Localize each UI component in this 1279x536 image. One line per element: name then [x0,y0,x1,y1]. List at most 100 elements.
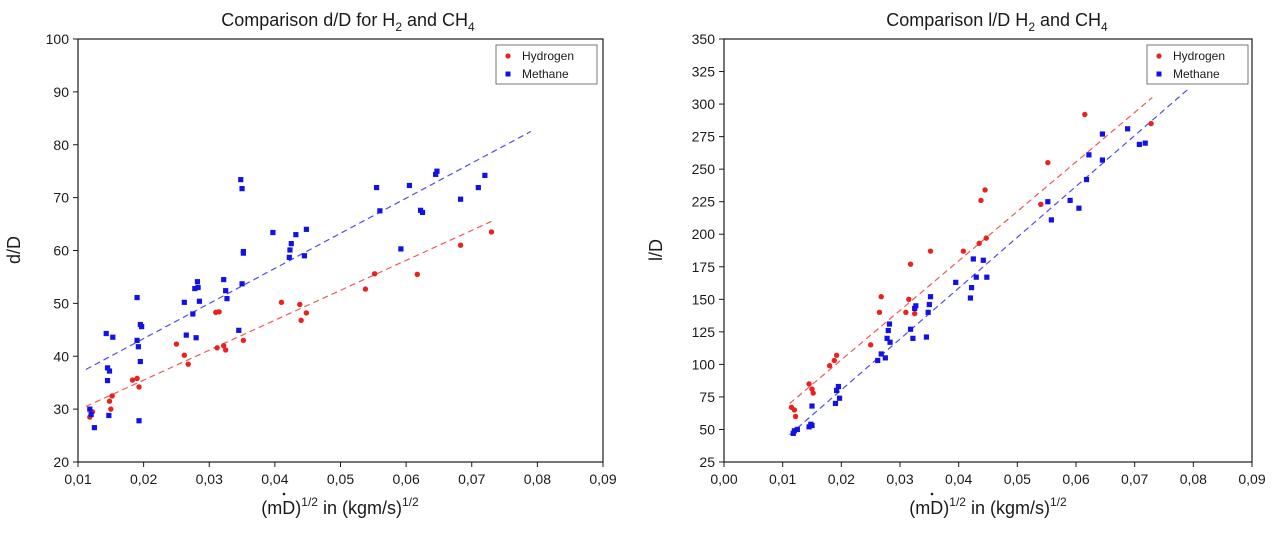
data-point-methane [194,279,201,285]
data-point-methane [1067,197,1073,203]
x-tick-label: 0,05 [327,471,354,487]
y-tick-label: 25 [699,454,715,470]
y-tick-label: 60 [53,243,69,259]
x-tick-label: 0,04 [945,471,972,487]
data-point-methane [809,403,815,409]
data-point-methane [1142,140,1148,146]
data-point-hydrogen [106,398,113,404]
chart-right-y-ticks: 25 50 75 100 125 150 175 200 225 250 275 300 325 350 [692,31,724,470]
data-point-methane [984,274,990,280]
y-tick-label: 50 [53,295,69,311]
data-point-methane [832,400,839,407]
trendline-methane [789,89,1188,436]
data-point-hydrogen [457,242,464,248]
data-point-hydrogen [222,347,229,353]
data-point-methane [135,344,141,350]
data-point-methane [836,395,843,401]
data-point-methane [87,406,93,412]
data-point-methane [181,299,187,305]
chart-left-x-axis-label: (mD)1/2 in (kgm/s)1/2 [261,495,419,518]
m-dot-overdot [930,492,934,496]
data-point-methane [973,274,979,280]
data-point-methane [1099,131,1105,137]
y-tick-label: 75 [699,389,715,405]
data-point-methane [910,335,916,341]
x-tick-label: 0,03 [886,471,913,487]
data-point-methane [913,303,919,309]
data-point-methane [239,186,245,192]
y-tick-label: 150 [692,291,716,307]
data-point-methane [433,171,439,177]
y-tick-label: 20 [53,454,69,470]
chart-left-legend-box [495,44,598,85]
x-tick-label: 0,07 [458,471,485,487]
data-point-hydrogen [278,299,285,306]
data-point-methane [970,256,976,262]
data-point-hydrogen [833,352,840,358]
y-tick-label: 200 [692,226,716,242]
data-point-methane [240,248,246,255]
data-point-hydrogen [810,390,816,396]
data-point-methane [104,377,111,384]
data-point-hydrogen [806,381,812,387]
data-point-methane [882,355,888,361]
y-tick-label: 125 [692,324,716,340]
data-point-methane [398,246,404,252]
data-point-methane [286,254,292,260]
data-point-methane [103,330,109,337]
data-point-methane [912,305,918,312]
x-tick-label: 0,06 [1062,471,1089,487]
data-point-methane [875,357,881,364]
chart-right-y-axis-label: l/D [646,239,666,261]
data-point-methane [192,285,198,292]
data-point-hydrogen [362,286,369,292]
data-point-hydrogen [911,310,918,317]
data-point-methane [139,324,145,330]
x-tick-label: 0,07 [1121,471,1148,487]
data-point-methane [927,294,934,300]
y-tick-label: 50 [699,421,715,437]
data-point-methane [925,309,931,315]
data-point-hydrogen [867,342,874,348]
data-point-hydrogen [983,235,989,241]
data-point-methane [884,335,890,341]
data-point-methane [270,229,276,236]
y-tick-label: 325 [692,64,716,80]
data-point-hydrogen [240,337,247,344]
x-tick-label: 0,01 [64,471,91,487]
x-tick-label: 0,05 [1004,471,1031,487]
data-point-methane [301,253,308,259]
data-point-hydrogen [109,393,115,399]
data-point-methane [967,295,973,301]
x-tick-label: 0,04 [261,471,288,487]
data-point-hydrogen [414,271,420,277]
data-point-hydrogen [298,317,304,323]
data-point-hydrogen [906,296,912,303]
data-point-methane [377,208,383,214]
data-point-methane [1136,141,1142,148]
data-point-methane [91,425,98,431]
data-point-methane [190,311,196,317]
data-point-methane [223,288,229,294]
data-point-hydrogen [129,377,136,383]
data-point-methane [406,182,413,189]
data-point-hydrogen [976,240,982,247]
chart-right-plot-frame [723,38,1253,463]
data-point-methane [878,351,884,357]
data-point-methane [457,196,464,202]
data-point-hydrogen [1082,111,1088,118]
data-point-hydrogen [134,375,140,382]
data-point-methane [224,296,230,302]
data-point-hydrogen [371,271,378,277]
chart-right-x-ticks: 0,00 0,01 0,02 0,03 0,04 0,05 0,06 0,07 0,08 0,09 [710,462,1266,487]
chart-left-title: Comparison d/D for H2 and CH4 [221,10,475,34]
trendline-methane [85,131,532,370]
data-point-hydrogen [214,345,220,351]
data-point-hydrogen [185,361,191,367]
chart-right-points [788,111,1154,436]
y-tick-label: 80 [53,137,69,153]
m-dot-symbol: m [267,498,282,518]
data-point-hydrogen [982,187,988,193]
data-point-methane [835,383,841,390]
